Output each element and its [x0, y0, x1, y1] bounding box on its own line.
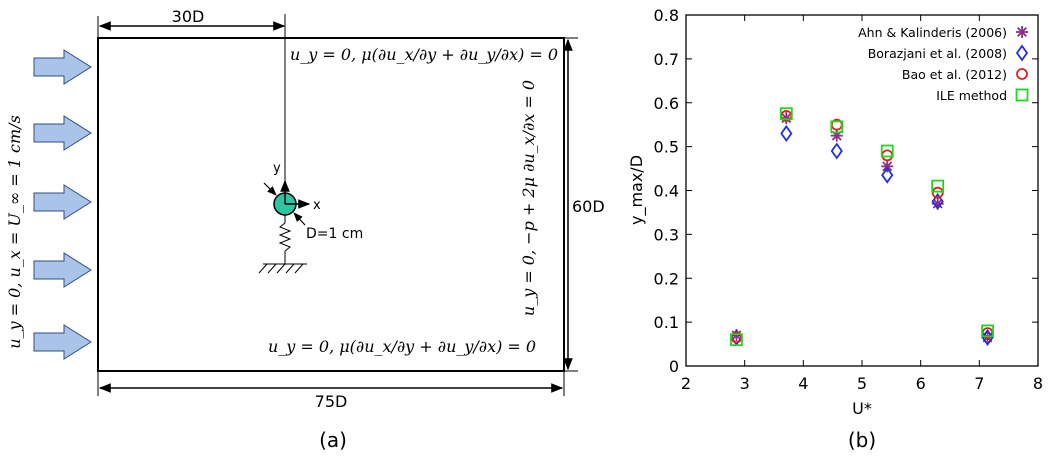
data-point-square — [981, 324, 994, 338]
y-tick-label: 0.1 — [654, 313, 679, 332]
data-point-square — [880, 144, 894, 158]
cylinder-diameter-label: D=1 cm — [306, 226, 363, 242]
data-point-square — [830, 120, 844, 134]
legend-label: Borazjani et al. (2008) — [868, 46, 1007, 61]
legend-marker-diamond — [1015, 44, 1029, 62]
legend-marker-asterisk — [1016, 26, 1028, 38]
legend-label: Bao et al. (2012) — [902, 67, 1007, 82]
caption-b: (b) — [848, 428, 876, 452]
data-point-circle — [881, 149, 894, 162]
bc-left: u_y = 0, u_x = U_∞ = 1 cm/s — [5, 115, 24, 349]
legend-marker-square — [1015, 88, 1029, 102]
x-axis-title: U* — [852, 399, 872, 418]
panel-a-schematic: 30D 75D 60D u_y = 0, μ(∂u_x/∂y + ∂u_y/∂x… — [5, 7, 605, 452]
legend: Ahn & Kalinderis (2006) Borazjani et al. … — [858, 25, 1029, 103]
x-tick-label: 8 — [1033, 374, 1043, 393]
data-point-circle — [931, 186, 944, 199]
dim-label-right: 60D — [572, 197, 605, 216]
x-axis-label: x — [313, 198, 321, 213]
diameter-arrow-top — [263, 182, 277, 196]
caption-a: (a) — [319, 428, 347, 452]
y-tick-label: 0.7 — [654, 50, 679, 69]
x-tick-label: 5 — [857, 374, 867, 393]
chart-marks — [730, 107, 994, 347]
diameter-arrow-bottom — [293, 212, 306, 226]
data-point-diamond — [931, 192, 944, 211]
y-tick-label: 0.4 — [654, 182, 679, 201]
legend-label: ILE method — [936, 88, 1007, 103]
data-point-diamond — [881, 166, 894, 184]
x-tick-label: 4 — [798, 374, 808, 393]
dim-label-top: 30D — [172, 7, 205, 26]
data-point-diamond — [981, 328, 994, 347]
x-tick-label: 7 — [974, 374, 984, 393]
data-point-diamond — [780, 124, 793, 143]
y-tick-label: 0.6 — [654, 94, 679, 113]
inflow-arrow-4 — [33, 252, 92, 288]
y-axis-label: y — [273, 161, 281, 176]
inflow-arrow-5 — [33, 324, 92, 360]
cylinder-assembly: x y D=1 cm — [258, 161, 363, 274]
inflow-arrow-1 — [33, 49, 92, 85]
x-tick-label: 6 — [916, 374, 926, 393]
data-point-diamond — [830, 142, 843, 160]
plot-area — [685, 14, 1039, 367]
data-point-square — [730, 333, 743, 347]
inflow-arrow-2 — [33, 115, 92, 151]
chart-grid-ticks: 2 3 4 5 6 7 8 0 0.1 0.2 0.3 0.4 0.5 0.6 0.7 0.8 — [654, 6, 1044, 393]
ground-hatch — [258, 263, 304, 274]
data-point-square — [931, 179, 945, 193]
data-point-asterisk — [881, 160, 894, 173]
y-tick-label: 0 — [669, 357, 679, 376]
inflow-arrow-3 — [33, 184, 92, 220]
y-tick-label: 0.3 — [654, 225, 679, 244]
x-tick-label: 3 — [740, 374, 750, 393]
data-point-square — [779, 107, 793, 121]
y-tick-label: 0.5 — [654, 138, 679, 157]
spring — [278, 222, 292, 252]
domain-box — [97, 37, 565, 372]
inflow-arrows — [33, 49, 92, 360]
y-tick-label: 0.8 — [654, 6, 679, 25]
x-tick-label: 2 — [681, 374, 691, 393]
bc-bottom: u_y = 0, μ(∂u_x/∂y + ∂u_y/∂x) = 0 — [268, 337, 536, 356]
panel-b-chart: 2 3 4 5 6 7 8 0 0.1 0.2 0.3 0.4 0.5 0.6 0.7 0.8 Ahn & K… — [627, 6, 1043, 452]
y-tick-label: 0.2 — [654, 269, 679, 288]
legend-label: Ahn & Kalinderis (2006) — [858, 25, 1007, 40]
bc-top: u_y = 0, μ(∂u_x/∂y + ∂u_y/∂x) = 0 — [290, 45, 558, 64]
bc-right: u_y = 0, −p + 2μ ∂u_x/∂x = 0 — [519, 80, 538, 316]
legend-marker-circle — [1016, 68, 1028, 80]
dim-label-bottom: 75D — [315, 392, 348, 411]
y-axis-title: y_max/D — [627, 155, 647, 225]
data-point-asterisk — [830, 129, 843, 142]
